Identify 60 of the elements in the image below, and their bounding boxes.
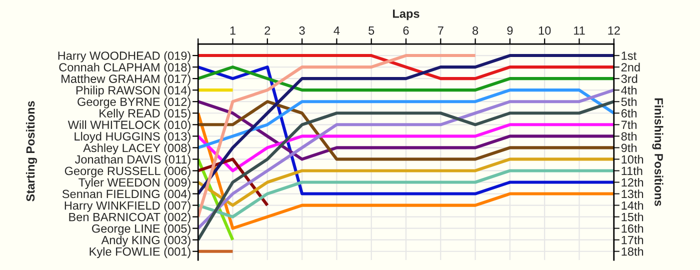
y-tick-label: 4th xyxy=(621,86,636,94)
y-tick-label: 8th xyxy=(621,132,636,141)
category-label: Ashley LACEY (008) xyxy=(83,143,190,154)
y-tick-label: 6th xyxy=(621,108,636,118)
category-label: Kelly READ (015) xyxy=(100,108,190,120)
y-tick-label: 18th xyxy=(622,247,644,256)
x-tick-label: 8 xyxy=(472,26,478,35)
x-tick-label: 1 xyxy=(230,26,236,35)
y-tick-label: 11th xyxy=(622,166,642,176)
category-label: Kyle FOWLIE (001) xyxy=(90,247,190,258)
category-label: Ben BARNICOAT (002) xyxy=(69,212,190,224)
line-series xyxy=(198,169,614,218)
y-tick-label: 10th xyxy=(622,154,644,164)
x-axis-title: Laps xyxy=(393,10,420,20)
x-tick-label: 2 xyxy=(264,26,270,35)
x-tick-label: 6 xyxy=(403,26,409,35)
category-label: George RUSSELL (006) xyxy=(64,166,190,178)
x-tick-label: 11 xyxy=(574,26,585,35)
y-tick-label: 3rd xyxy=(621,74,638,83)
category-label: Tyler WEEDON (009) xyxy=(78,178,190,189)
line-series xyxy=(198,123,614,172)
text: Starting Positions xyxy=(26,101,38,202)
x-tick-label: 7 xyxy=(438,26,444,35)
line-series xyxy=(198,158,614,207)
y-tick-label: 14th xyxy=(622,201,644,210)
y-tick-label: 9th xyxy=(621,143,636,152)
category-label: Andy KING (003) xyxy=(101,236,190,247)
y-axis-title: Finishing Positions xyxy=(652,98,664,206)
x-tick-label: 4 xyxy=(334,26,340,35)
line-series xyxy=(198,88,614,230)
line-series xyxy=(198,100,614,242)
x-tick-label: 9 xyxy=(507,26,513,35)
line-series xyxy=(198,100,614,161)
category-label: George BYRNE (012) xyxy=(78,97,190,108)
line-series xyxy=(198,112,614,230)
category-label: Matthew GRAHAM (017) xyxy=(62,74,190,86)
category-label: Jonathan DAVIS (011) xyxy=(74,154,190,166)
y-tick-label: 12th xyxy=(622,178,644,187)
category-label: Connah CLAPHAM (018) xyxy=(59,62,190,74)
x-tick-label: 12 xyxy=(608,26,620,35)
y-tick-label: 17th xyxy=(622,236,644,244)
category-label: Philip RAWSON (014) xyxy=(76,86,190,97)
category-label: George LINE (005) xyxy=(92,224,190,236)
x-tick-label: 10 xyxy=(538,26,551,35)
line-series xyxy=(198,88,614,150)
x-tick-label: 3 xyxy=(299,26,305,35)
y-tick-label: 7th xyxy=(621,120,636,130)
y-tick-label: 1st xyxy=(622,52,637,60)
y-tick-label: 15th xyxy=(622,212,644,222)
y-tick-label: 5th xyxy=(621,97,636,106)
y-tick-label: 16th xyxy=(622,224,644,233)
category-label: Lloyd HUGGINS (013) xyxy=(74,132,190,143)
category-label: Harry WINKFIELD (007) xyxy=(64,201,190,212)
line-series xyxy=(198,54,477,218)
category-label: Will WHITELOCK (010) xyxy=(68,120,190,132)
y-tick-label: 13th xyxy=(622,189,644,198)
category-label: Sennan FIELDING (004) xyxy=(62,189,190,200)
x-tick-label: 5 xyxy=(368,26,374,35)
y-tick-label: 2nd xyxy=(621,62,640,72)
category-label: Harry WOODHEAD (019) xyxy=(58,51,190,62)
